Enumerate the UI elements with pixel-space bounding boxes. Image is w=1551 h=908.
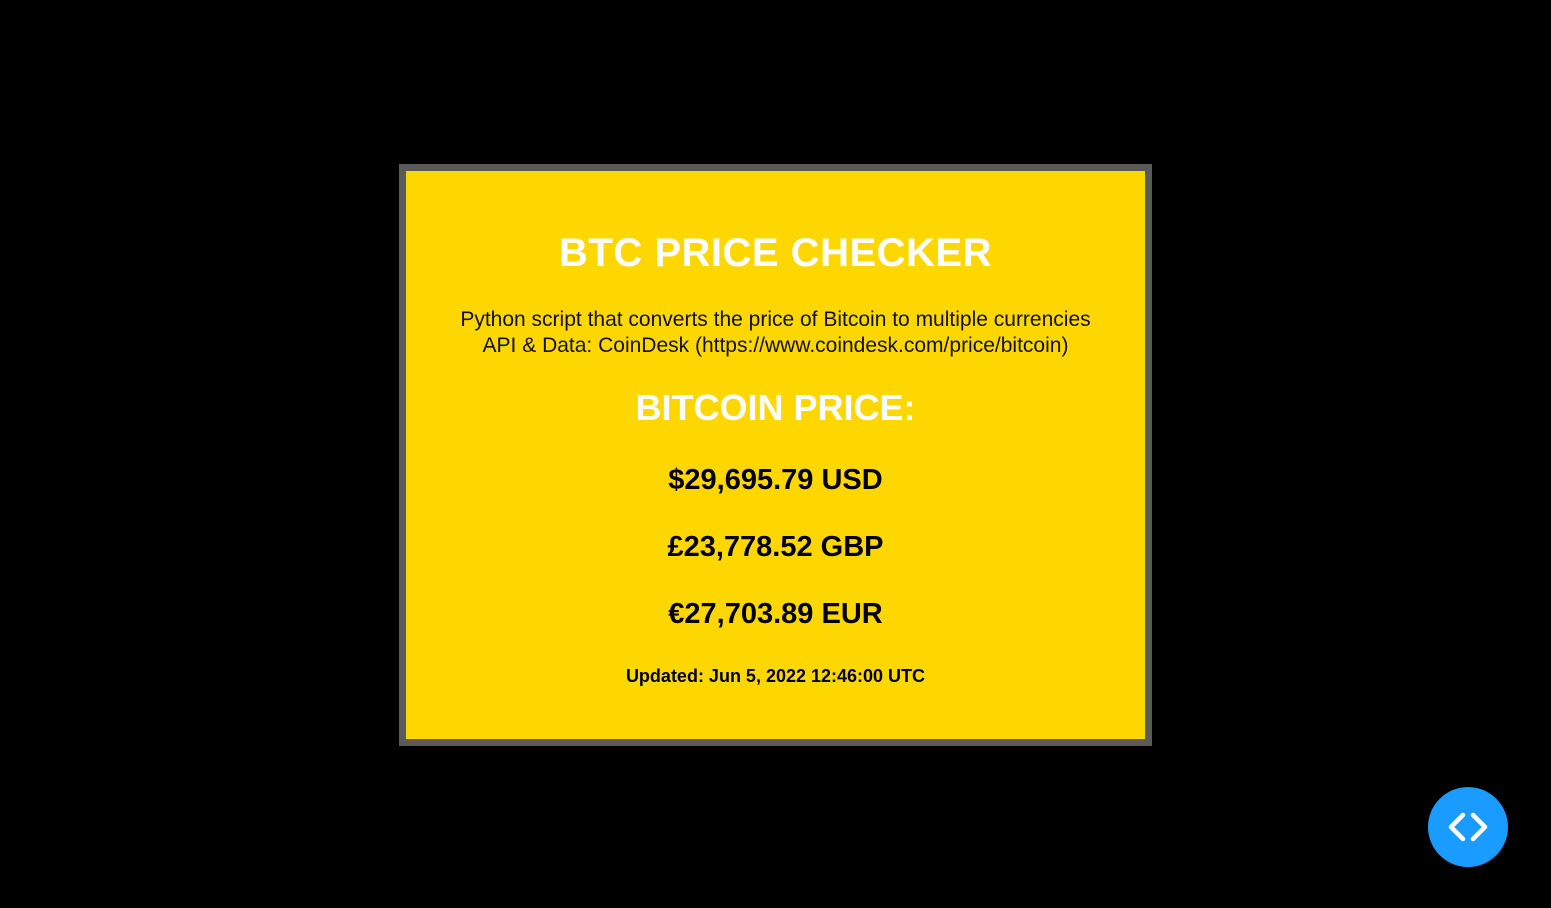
code-brackets-icon [1448, 812, 1488, 842]
price-eur: €27,703.89 EUR [668, 598, 883, 630]
page-title: BTC PRICE CHECKER [559, 231, 992, 275]
price-usd: $29,695.79 USD [668, 464, 883, 496]
price-heading: BITCOIN PRICE: [635, 387, 916, 428]
description-line-2: API & Data: CoinDesk (https://www.coinde… [482, 334, 1069, 357]
description-line-1: Python script that converts the price of… [460, 308, 1091, 331]
price-gbp: £23,778.52 GBP [667, 531, 884, 563]
updated-timestamp: Updated: Jun 5, 2022 12:46:00 UTC [625, 666, 926, 686]
description: Python script that converts the price of… [406, 307, 1145, 359]
price-card: BTC PRICE CHECKER Python script that con… [399, 164, 1152, 746]
view-code-button[interactable] [1428, 787, 1508, 867]
